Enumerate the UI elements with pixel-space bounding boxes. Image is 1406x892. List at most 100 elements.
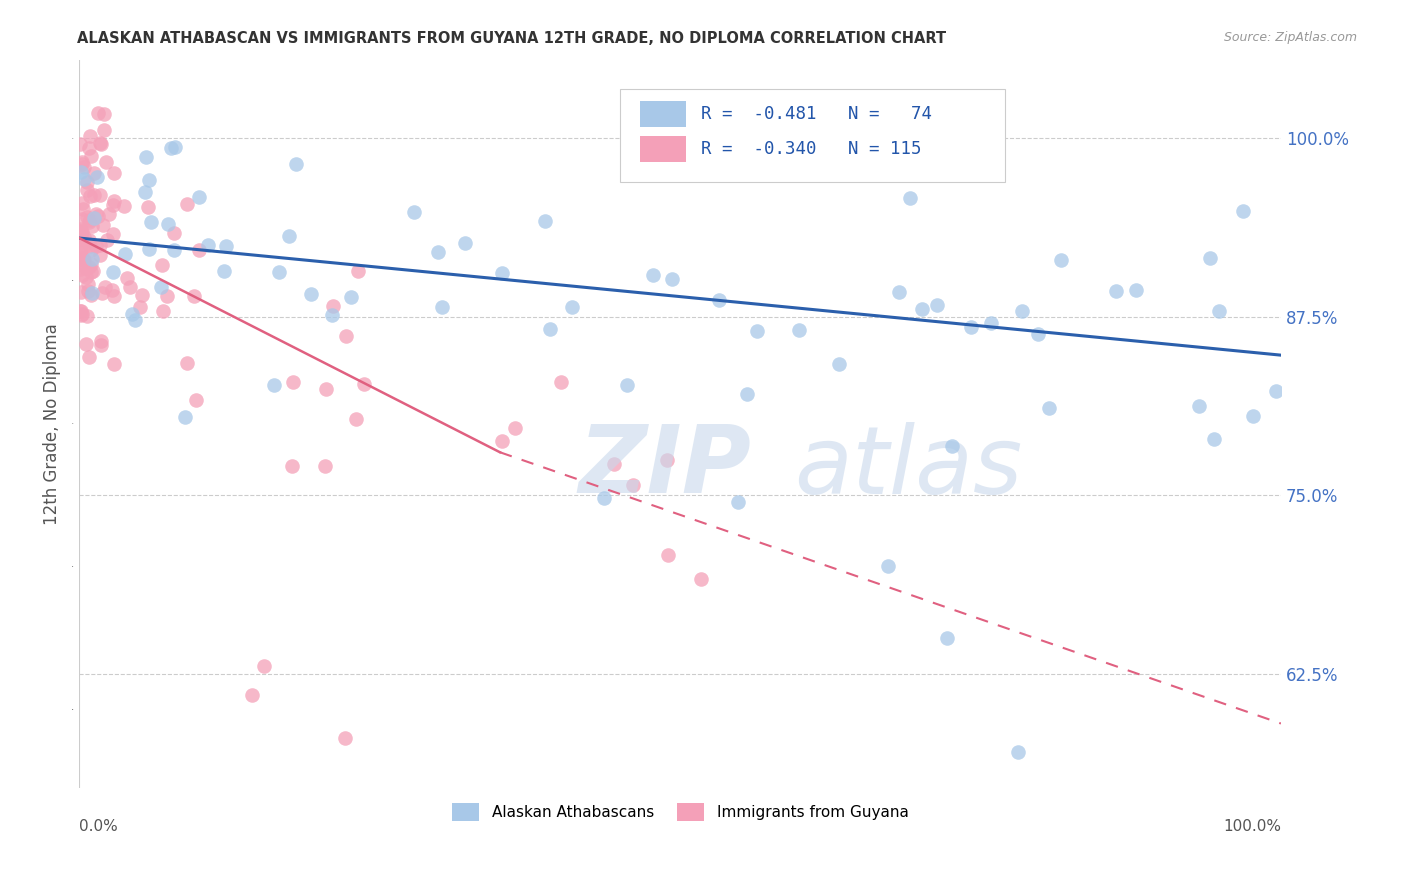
Point: [70, 285, 93, 300]
Point: [69, 165, 91, 179]
Point: [69, 137, 91, 152]
Point: [503, 421, 526, 435]
Point: [314, 458, 336, 473]
Point: [69, 257, 91, 271]
Point: [263, 377, 285, 392]
Point: [787, 323, 810, 337]
Point: [1038, 401, 1060, 415]
Point: [79, 213, 101, 227]
Point: [593, 491, 616, 505]
Point: [75, 270, 97, 285]
Point: [152, 303, 174, 318]
Point: [737, 387, 759, 401]
Point: [281, 375, 304, 389]
Point: [214, 264, 236, 278]
Point: [70, 211, 93, 226]
Point: [69, 261, 91, 276]
Point: [621, 478, 644, 492]
Point: [176, 356, 198, 370]
Point: [75, 336, 97, 351]
Point: [655, 452, 678, 467]
Point: [103, 166, 125, 180]
Point: [138, 243, 160, 257]
Point: [103, 198, 125, 212]
Point: [149, 280, 172, 294]
Point: [93, 279, 115, 293]
Point: [657, 548, 679, 562]
Point: [101, 283, 124, 297]
Point: [121, 307, 143, 321]
Point: [430, 301, 453, 315]
Point: [150, 258, 173, 272]
Point: [103, 357, 125, 371]
Point: [960, 319, 983, 334]
Point: [80, 265, 103, 279]
Point: [1026, 326, 1049, 341]
Point: [69, 304, 91, 318]
Point: [163, 140, 186, 154]
Point: [980, 316, 1002, 330]
Point: [72, 240, 94, 254]
Point: [941, 439, 963, 453]
Point: [70, 227, 93, 242]
Point: [707, 293, 730, 307]
Point: [70, 225, 93, 239]
Point: [340, 290, 363, 304]
Text: ZIP: ZIP: [578, 421, 751, 514]
Point: [277, 228, 299, 243]
Point: [187, 243, 209, 257]
Point: [911, 301, 934, 316]
Point: [82, 264, 104, 278]
Text: R =  -0.340   N = 115: R = -0.340 N = 115: [700, 140, 921, 158]
Point: [70, 154, 93, 169]
Text: 100.0%: 100.0%: [1223, 819, 1281, 834]
Point: [77, 141, 100, 155]
Point: [402, 205, 425, 219]
Point: [561, 300, 583, 314]
Point: [103, 289, 125, 303]
Point: [661, 272, 683, 286]
Point: [69, 232, 91, 246]
Point: [321, 308, 343, 322]
Point: [603, 458, 626, 472]
Point: [335, 731, 357, 745]
Point: [69, 245, 91, 260]
Point: [72, 252, 94, 267]
Point: [70, 307, 93, 321]
Point: [129, 300, 152, 314]
Point: [876, 559, 898, 574]
Point: [1232, 203, 1254, 218]
Text: atlas: atlas: [794, 422, 1022, 513]
Point: [160, 141, 183, 155]
Point: [936, 631, 959, 645]
Point: [73, 161, 96, 175]
Point: [96, 233, 118, 247]
Point: [89, 136, 111, 150]
Point: [176, 197, 198, 211]
Point: [90, 136, 112, 151]
Point: [112, 199, 135, 213]
Point: [131, 288, 153, 302]
Point: [138, 173, 160, 187]
Point: [156, 289, 179, 303]
FancyBboxPatch shape: [641, 136, 686, 162]
Point: [79, 239, 101, 253]
Point: [1241, 409, 1264, 423]
Point: [183, 289, 205, 303]
Point: [163, 226, 186, 240]
Point: [346, 263, 368, 277]
Point: [80, 149, 103, 163]
Point: [616, 378, 638, 392]
Point: [91, 218, 114, 232]
Point: [124, 313, 146, 327]
Point: [76, 309, 98, 323]
Point: [925, 298, 948, 312]
Point: [72, 171, 94, 186]
Text: R =  -0.481   N =   74: R = -0.481 N = 74: [700, 105, 932, 123]
Point: [335, 328, 357, 343]
Point: [83, 187, 105, 202]
Point: [344, 411, 367, 425]
Point: [75, 260, 97, 275]
Point: [745, 324, 768, 338]
Point: [828, 357, 851, 371]
